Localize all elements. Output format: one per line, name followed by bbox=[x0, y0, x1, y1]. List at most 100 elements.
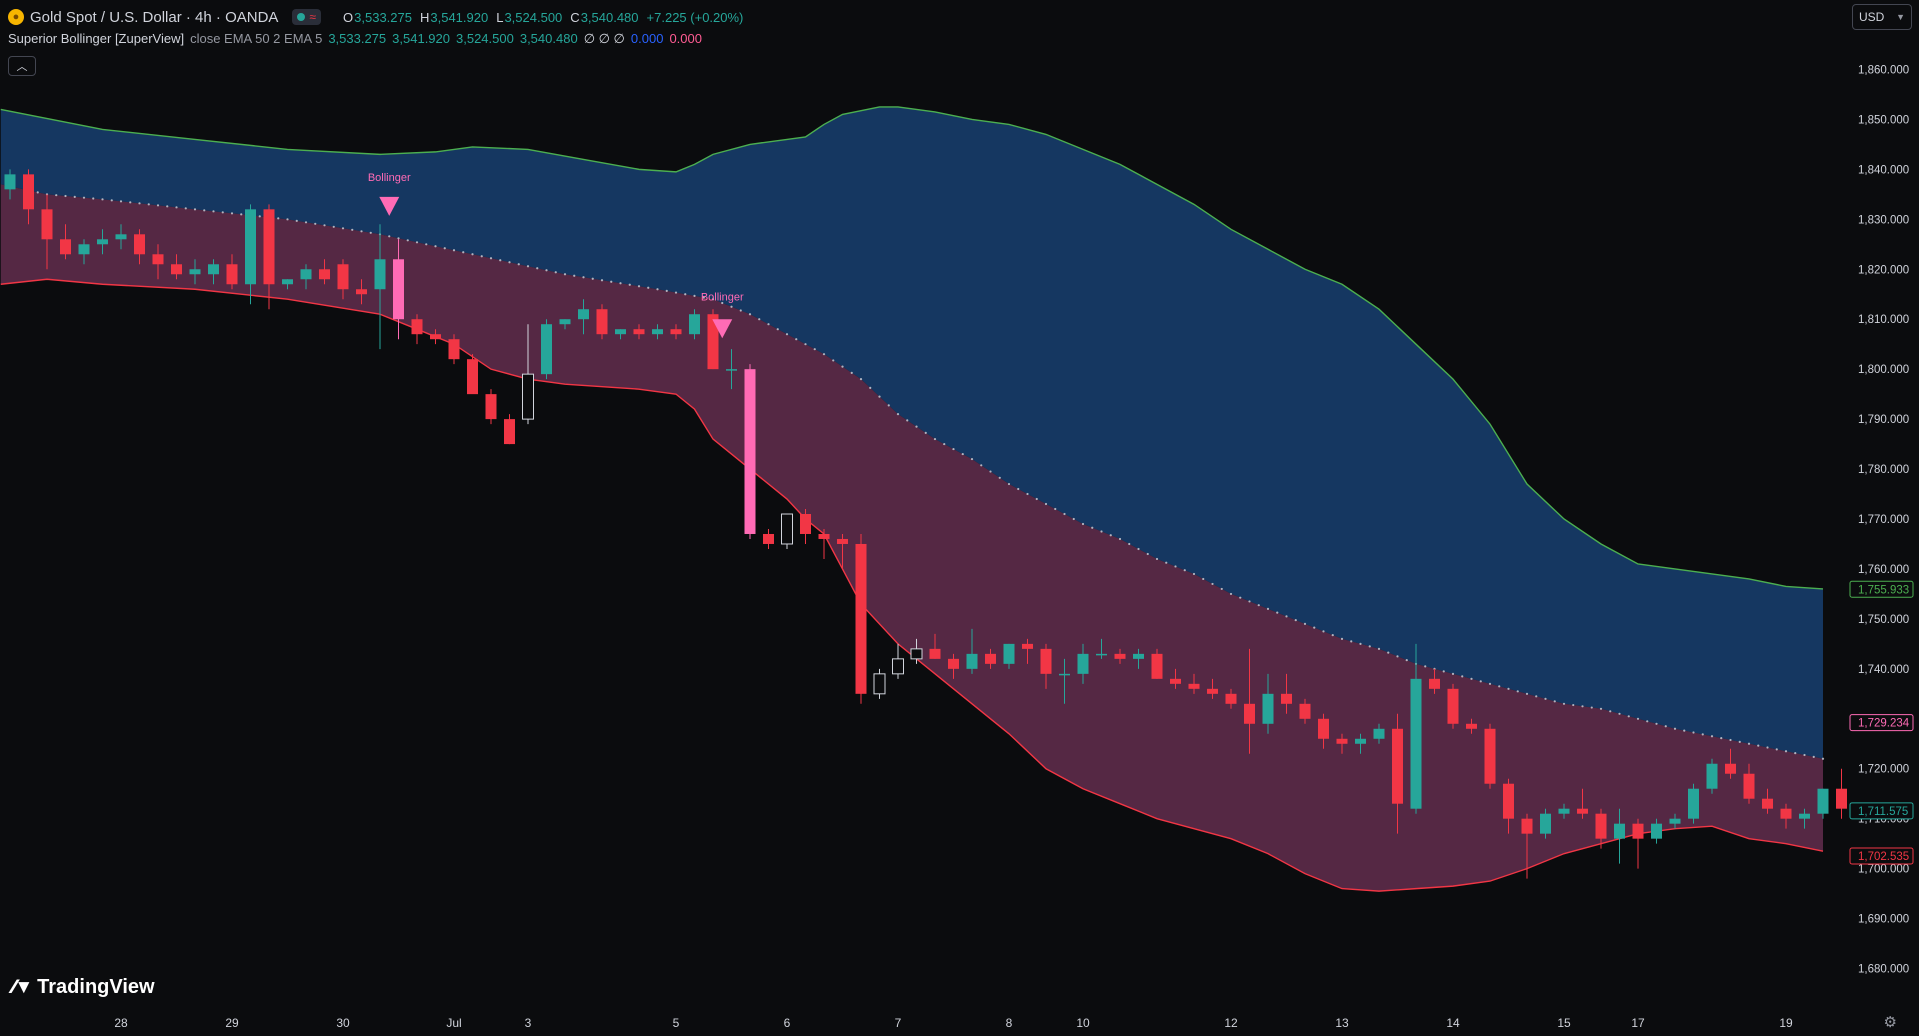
middle-line-dot bbox=[1618, 712, 1621, 715]
candle bbox=[282, 279, 293, 290]
candle-body bbox=[652, 329, 663, 335]
middle-line-dot bbox=[1165, 561, 1168, 564]
time-tick-label: 28 bbox=[114, 1016, 128, 1030]
middle-line-dot bbox=[1479, 680, 1482, 683]
middle-line-dot bbox=[989, 470, 992, 473]
price-tick-label: 1,840.000 bbox=[1858, 164, 1909, 176]
candle bbox=[1725, 748, 1736, 779]
middle-line-dot bbox=[915, 425, 918, 428]
middle-line-dot bbox=[1544, 697, 1547, 700]
candle bbox=[522, 324, 534, 425]
candle-body bbox=[800, 514, 811, 534]
middle-line-dot bbox=[656, 288, 659, 291]
chevron-down-icon: ▼ bbox=[1896, 12, 1905, 22]
chevron-up-icon: ︿ bbox=[16, 61, 28, 73]
middle-line-dot bbox=[156, 204, 160, 207]
candles bbox=[4, 169, 1884, 879]
middle-line-dot bbox=[434, 245, 437, 248]
tradingview-logo[interactable]: ⁄⁄▼ TradingView bbox=[12, 976, 155, 999]
ohlc-value-h: 3,541.920 bbox=[430, 9, 489, 25]
indicator-value-2: 3,541.920 bbox=[392, 31, 450, 46]
market-open-dot-icon bbox=[297, 13, 306, 21]
middle-line-dot bbox=[1701, 733, 1704, 736]
price-tick-label: 1,810.000 bbox=[1858, 314, 1909, 326]
middle-line-dot bbox=[147, 203, 150, 206]
middle-line-dot bbox=[933, 437, 937, 441]
candle-body bbox=[1632, 823, 1644, 839]
candle-body bbox=[1484, 728, 1496, 784]
market-status-pill[interactable]: ≈ bbox=[292, 9, 322, 25]
middle-line-dot bbox=[1525, 692, 1529, 695]
candle-body bbox=[1040, 648, 1052, 674]
candle bbox=[263, 204, 275, 310]
candle bbox=[356, 279, 367, 305]
candle bbox=[1355, 733, 1366, 754]
indicator-legend[interactable]: Superior Bollinger [ZuperView] close EMA… bbox=[8, 31, 702, 47]
settings-gear-icon[interactable]: ⚙ bbox=[1883, 1014, 1897, 1031]
middle-line-dot bbox=[665, 289, 668, 293]
middle-line-dot bbox=[822, 353, 826, 356]
candle bbox=[818, 528, 830, 559]
candle-body bbox=[245, 209, 256, 285]
middle-line-dot bbox=[1442, 670, 1445, 673]
middle-line-dot bbox=[314, 222, 317, 225]
candle-body bbox=[1336, 738, 1348, 744]
candle bbox=[97, 229, 108, 255]
collapse-legend-button[interactable]: ︿ bbox=[8, 56, 36, 76]
time-tick-label: 7 bbox=[895, 1016, 902, 1030]
middle-line-dot bbox=[896, 413, 900, 416]
candle bbox=[1096, 638, 1107, 659]
middle-line-dot bbox=[1470, 677, 1473, 680]
middle-line-dot bbox=[221, 211, 224, 214]
currency-selector[interactable]: USD ▼ bbox=[1852, 4, 1912, 30]
symbol-title[interactable]: Gold Spot / U.S. Dollar · 4h · OANDA bbox=[30, 8, 279, 26]
middle-line-dot bbox=[184, 207, 187, 210]
middle-line-dot bbox=[952, 447, 955, 451]
candle bbox=[467, 354, 478, 395]
candle bbox=[1484, 723, 1496, 789]
candle bbox=[1429, 668, 1440, 694]
middle-line-dot bbox=[1646, 720, 1649, 723]
candle-body bbox=[689, 314, 700, 335]
candle bbox=[60, 224, 71, 260]
middle-line-dot bbox=[1720, 737, 1723, 740]
price-tick-label: 1,860.000 bbox=[1858, 64, 1909, 76]
time-tick-label: Jul bbox=[446, 1016, 461, 1030]
candle-body bbox=[1151, 653, 1163, 679]
price-axis[interactable]: 1,680.0001,690.0001,700.0001,710.0001,72… bbox=[1848, 0, 1919, 1036]
middle-line-dot bbox=[277, 217, 280, 220]
middle-line-dot bbox=[647, 286, 650, 289]
middle-line-dot bbox=[924, 431, 927, 434]
middle-line-dot bbox=[101, 198, 104, 201]
candle-body bbox=[541, 324, 552, 375]
indicator-name[interactable]: Superior Bollinger [ZuperView] bbox=[8, 31, 185, 46]
candle bbox=[1799, 808, 1810, 829]
candle bbox=[855, 533, 867, 704]
middle-line-dot bbox=[1229, 592, 1233, 596]
signal-label: Bollinger bbox=[701, 292, 744, 304]
candle bbox=[596, 304, 608, 340]
candle-body bbox=[1355, 738, 1366, 744]
candle-body bbox=[596, 309, 608, 335]
middle-line-dot bbox=[304, 221, 308, 224]
candle-body bbox=[226, 264, 238, 285]
middle-line-dot bbox=[1285, 615, 1288, 618]
middle-line-dot bbox=[1183, 569, 1186, 572]
candle-body bbox=[1669, 818, 1681, 824]
middle-line-dot bbox=[1498, 685, 1501, 688]
middle-line-dot bbox=[1377, 647, 1381, 650]
candle bbox=[948, 653, 959, 679]
upper-band-line bbox=[0, 106, 1824, 590]
middle-line-dot bbox=[859, 378, 863, 381]
candle-body bbox=[855, 543, 867, 694]
candle bbox=[633, 324, 645, 340]
tradingview-mark-icon: ⁄⁄▼ bbox=[12, 976, 33, 998]
middle-line-dot bbox=[517, 263, 520, 266]
time-axis[interactable]: 28 29 30 Jul 3 5 6 7 8 10 12 13 14 15 17 19 bbox=[114, 1016, 1793, 1030]
middle-line-dot bbox=[1340, 637, 1344, 640]
candle-body bbox=[1503, 783, 1514, 819]
candle-body bbox=[1651, 823, 1662, 839]
band-lines bbox=[0, 106, 1824, 892]
candle bbox=[337, 259, 349, 300]
